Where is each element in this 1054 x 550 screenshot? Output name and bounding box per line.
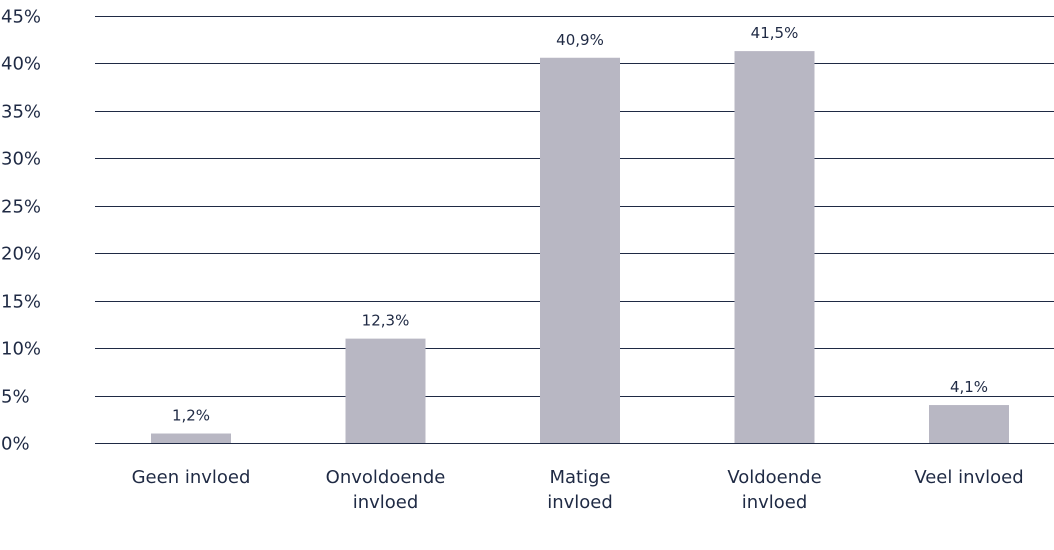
bar <box>151 433 231 443</box>
category-label-line: invloed <box>742 492 808 513</box>
category-label: Voldoende invloed <box>727 467 821 513</box>
bar <box>929 405 1009 443</box>
data-label: 40,9% <box>556 31 604 49</box>
y-axis-tick-labels: 0% 5% 10% 15% 20% 25% 30% 35% 40% 45% <box>1 7 41 455</box>
y-tick-label: 20% <box>1 244 41 265</box>
bar <box>540 57 620 444</box>
category-label: Geen invloed <box>132 467 251 488</box>
data-label: 4,1% <box>950 378 988 396</box>
data-label: 12,3% <box>362 312 410 330</box>
y-tick-label: 35% <box>1 102 41 123</box>
data-labels: 1,2% 12,3% 40,9% 41,5% 4,1% <box>172 24 988 424</box>
category-label-line: Geen invloed <box>132 467 251 488</box>
x-axis-category-labels: Geen invloed Onvoldoende invloed Matige invl… <box>132 467 1024 513</box>
bar <box>345 338 426 443</box>
y-tick-label: 10% <box>1 339 41 360</box>
category-label: Onvoldoende invloed <box>326 467 446 513</box>
y-tick-label: 15% <box>1 292 41 313</box>
y-tick-label: 45% <box>1 7 41 28</box>
y-tick-label: 30% <box>1 149 41 170</box>
data-label: 41,5% <box>751 24 799 42</box>
data-label: 1,2% <box>172 407 210 425</box>
y-tick-label: 40% <box>1 54 41 75</box>
bar <box>734 51 815 444</box>
category-label-line: Veel invloed <box>914 467 1023 488</box>
category-label-line: Voldoende <box>727 467 821 488</box>
category-label: Veel invloed <box>914 467 1023 488</box>
y-tick-label: 0% <box>1 434 30 455</box>
category-label-line: invloed <box>547 492 613 513</box>
category-label-line: Matige <box>549 467 610 488</box>
y-tick-label: 5% <box>1 387 30 408</box>
category-label: Matige invloed <box>547 467 613 513</box>
category-label-line: Onvoldoende <box>326 467 446 488</box>
bars <box>151 51 1009 444</box>
category-label-line: invloed <box>353 492 419 513</box>
y-tick-label: 25% <box>1 197 41 218</box>
